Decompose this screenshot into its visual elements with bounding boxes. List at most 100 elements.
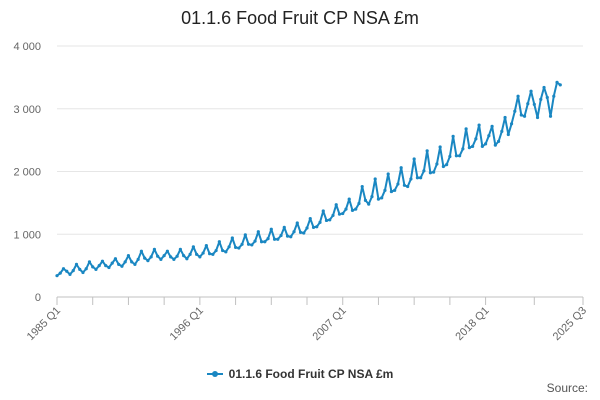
data-point[interactable]	[552, 94, 556, 98]
data-point[interactable]	[282, 225, 286, 229]
data-point[interactable]	[169, 255, 173, 259]
data-point[interactable]	[305, 226, 309, 230]
data-point[interactable]	[529, 89, 533, 93]
data-point[interactable]	[259, 240, 264, 244]
data-point[interactable]	[406, 184, 410, 189]
series-layer[interactable]	[55, 80, 562, 278]
data-point[interactable]	[58, 271, 62, 275]
data-point[interactable]	[139, 249, 144, 253]
data-point[interactable]	[419, 176, 423, 180]
data-point[interactable]	[130, 260, 134, 264]
data-point[interactable]	[165, 249, 169, 253]
data-point[interactable]	[422, 169, 426, 173]
data-point[interactable]	[159, 257, 163, 261]
data-point[interactable]	[526, 102, 530, 106]
data-point[interactable]	[208, 252, 212, 256]
data-point[interactable]	[269, 227, 273, 231]
data-point[interactable]	[555, 80, 559, 84]
data-point[interactable]	[279, 233, 283, 238]
data-point[interactable]	[370, 195, 374, 199]
data-point[interactable]	[243, 233, 247, 237]
data-point[interactable]	[143, 256, 147, 260]
data-point[interactable]	[548, 114, 553, 118]
data-point[interactable]	[425, 149, 429, 153]
data-point[interactable]	[74, 262, 79, 266]
data-point[interactable]	[435, 162, 439, 166]
data-point[interactable]	[386, 172, 390, 176]
data-point[interactable]	[513, 109, 517, 113]
data-point[interactable]	[451, 134, 455, 138]
data-point[interactable]	[354, 207, 358, 211]
data-point[interactable]	[483, 142, 488, 146]
data-point[interactable]	[214, 248, 218, 253]
data-point[interactable]	[545, 95, 549, 100]
data-point[interactable]	[347, 197, 351, 201]
data-point[interactable]	[509, 122, 514, 126]
data-point[interactable]	[263, 240, 267, 244]
data-point[interactable]	[487, 134, 491, 138]
data-point[interactable]	[182, 253, 186, 258]
legend[interactable]: 01.1.6 Food Fruit CP NSA £m	[0, 364, 600, 381]
data-point[interactable]	[318, 220, 322, 224]
data-point[interactable]	[253, 239, 257, 243]
data-point[interactable]	[185, 257, 189, 261]
data-point[interactable]	[311, 225, 316, 229]
data-point[interactable]	[178, 247, 182, 251]
data-point[interactable]	[233, 245, 238, 250]
data-point[interactable]	[227, 245, 231, 249]
data-point[interactable]	[350, 208, 355, 213]
data-point[interactable]	[211, 252, 215, 256]
data-point[interactable]	[126, 253, 131, 258]
data-point[interactable]	[503, 115, 507, 120]
data-point[interactable]	[61, 267, 66, 271]
data-point[interactable]	[389, 189, 394, 194]
data-point[interactable]	[113, 257, 118, 261]
data-point[interactable]	[432, 170, 436, 174]
data-point[interactable]	[220, 248, 225, 253]
data-point[interactable]	[78, 267, 82, 271]
data-point[interactable]	[246, 242, 251, 246]
data-point[interactable]	[522, 114, 527, 118]
data-point[interactable]	[464, 127, 468, 131]
data-point[interactable]	[91, 265, 95, 269]
legend-item[interactable]: 01.1.6 Food Fruit CP NSA £m	[206, 367, 393, 381]
data-point[interactable]	[188, 252, 192, 256]
data-point[interactable]	[87, 260, 92, 264]
data-point[interactable]	[250, 243, 254, 247]
data-point[interactable]	[276, 237, 280, 241]
data-point[interactable]	[266, 237, 270, 241]
data-point[interactable]	[175, 254, 179, 258]
data-point[interactable]	[217, 240, 221, 244]
data-point[interactable]	[302, 231, 306, 235]
data-point[interactable]	[321, 209, 325, 213]
data-point[interactable]	[542, 85, 546, 90]
series-line[interactable]	[56, 81, 561, 277]
data-point[interactable]	[558, 83, 562, 87]
data-point[interactable]	[458, 154, 462, 158]
data-point[interactable]	[191, 245, 195, 249]
data-point[interactable]	[409, 177, 413, 181]
data-point[interactable]	[272, 237, 277, 241]
data-point[interactable]	[341, 211, 345, 216]
data-point[interactable]	[445, 163, 449, 167]
data-point[interactable]	[334, 203, 338, 207]
data-point[interactable]	[383, 188, 387, 192]
data-point[interactable]	[156, 254, 160, 258]
data-point[interactable]	[328, 218, 332, 222]
data-point[interactable]	[363, 198, 368, 202]
data-point[interactable]	[172, 257, 176, 261]
data-point[interactable]	[438, 145, 442, 149]
data-point[interactable]	[289, 235, 293, 239]
data-point[interactable]	[454, 154, 458, 158]
data-point[interactable]	[315, 225, 319, 229]
data-point[interactable]	[516, 94, 520, 98]
data-point[interactable]	[471, 144, 475, 148]
data-point[interactable]	[292, 230, 296, 234]
data-point[interactable]	[195, 252, 199, 256]
data-point[interactable]	[68, 272, 72, 277]
data-point[interactable]	[344, 207, 348, 211]
data-point[interactable]	[97, 264, 101, 268]
data-point[interactable]	[295, 221, 299, 225]
data-point[interactable]	[467, 146, 471, 150]
data-point[interactable]	[84, 267, 88, 271]
